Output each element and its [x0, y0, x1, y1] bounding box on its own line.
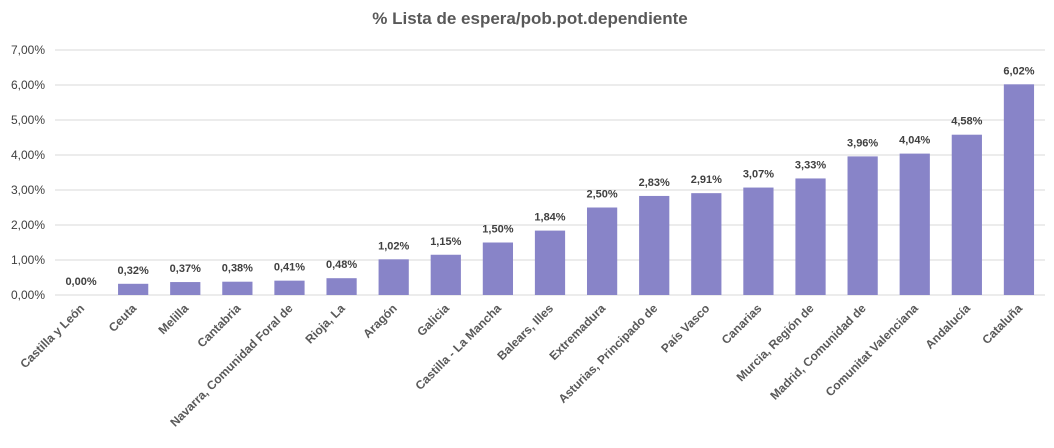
bar [534, 230, 566, 295]
y-tick-label: 5,00% [11, 113, 45, 127]
bar [847, 156, 878, 295]
value-label: 3,33% [795, 159, 826, 171]
value-label: 2,50% [587, 189, 618, 201]
x-tick-label: Andalucía [923, 301, 974, 352]
value-label: 4,04% [899, 135, 930, 147]
value-label: 3,07% [743, 169, 774, 181]
value-label: 3,96% [847, 137, 878, 149]
x-tick-label: Comunitat Valenciana [823, 301, 921, 399]
value-label: 4,58% [951, 116, 982, 128]
bar [222, 281, 253, 295]
x-tick-label: Melilla [156, 301, 192, 337]
value-label: 6,02% [1003, 65, 1034, 77]
y-tick-label: 6,00% [11, 78, 45, 92]
bar [274, 280, 305, 295]
chart-title: % Lista de espera/pob.pot.dependiente [372, 9, 688, 28]
value-label: 0,48% [326, 259, 357, 271]
bar [118, 283, 149, 295]
value-label: 1,15% [430, 236, 461, 248]
bar [951, 134, 982, 295]
x-tick-label: Castilla y León [17, 301, 87, 371]
bar [1003, 84, 1035, 295]
bar [326, 278, 357, 295]
value-label: 1,02% [378, 240, 409, 252]
x-tick-label: Ceuta [106, 301, 140, 335]
bar [378, 259, 409, 295]
value-label: 1,84% [534, 212, 565, 224]
y-tick-label: 4,00% [11, 148, 45, 162]
value-label: 1,50% [482, 224, 513, 236]
y-tick-label: 2,00% [11, 218, 45, 232]
x-tick-label: Galicia [414, 301, 452, 339]
value-label: 2,91% [691, 174, 722, 186]
x-tick-label: Castilla - La Mancha [413, 301, 505, 393]
x-tick-label: Cantabria [194, 301, 243, 350]
value-label: 0,37% [170, 263, 201, 275]
x-tick-label: Madrid, Comunidad de [767, 301, 869, 403]
bar [639, 195, 670, 295]
x-tick-label: Asturias, Principado de [556, 301, 661, 406]
x-tick-label: Canarias [719, 301, 765, 347]
x-tick-label: País Vasco [658, 301, 712, 355]
bar [899, 153, 930, 295]
value-label: 0,00% [65, 276, 96, 288]
x-tick-label: Rioja, La [302, 301, 347, 346]
y-tick-label: 7,00% [11, 43, 45, 57]
bar [795, 178, 826, 295]
value-label: 0,41% [274, 262, 305, 274]
y-tick-label: 0,00% [11, 288, 45, 302]
bar [482, 242, 514, 295]
bar [691, 193, 722, 295]
x-tick-label: Cataluña [979, 301, 1025, 347]
value-label: 2,83% [639, 177, 670, 189]
bar [586, 207, 618, 295]
y-tick-label: 1,00% [11, 253, 45, 267]
value-label: 0,38% [222, 263, 253, 275]
y-tick-label: 3,00% [11, 183, 45, 197]
value-label: 0,32% [118, 265, 149, 277]
bar [170, 282, 201, 295]
bar [430, 254, 461, 295]
bar [743, 187, 774, 295]
x-tick-label: Aragón [360, 301, 400, 341]
